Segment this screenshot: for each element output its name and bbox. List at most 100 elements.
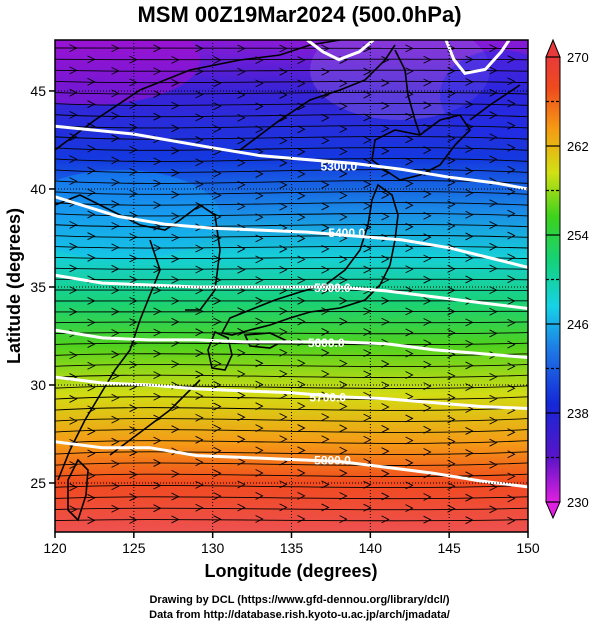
wind-arrow (111, 350, 120, 359)
wind-arrow (381, 255, 390, 263)
height-contour (444, 40, 511, 75)
streamline (55, 353, 528, 357)
wind-arrow (129, 145, 138, 154)
wind-arrow (465, 427, 474, 435)
wind-arrow (363, 413, 372, 422)
height-contour-label: 5300.0 (320, 159, 357, 173)
wind-arrow (255, 359, 264, 368)
wind-arrow (507, 384, 516, 393)
wind-arrow (129, 404, 138, 413)
wind-arrow (405, 504, 414, 513)
wind-arrow (171, 55, 180, 64)
wind-arrow (111, 307, 120, 316)
wind-arrow (339, 402, 348, 411)
wind-arrow (489, 155, 498, 164)
colorbar-tick-label: 246 (567, 317, 589, 332)
wind-arrow (87, 188, 96, 197)
wind-arrow (111, 437, 120, 446)
wind-arrow (405, 44, 414, 53)
wind-arrow (297, 515, 306, 523)
wind-arrow (423, 296, 432, 305)
wind-arrow (507, 362, 516, 371)
wind-arrow (171, 469, 180, 478)
streamline (55, 385, 528, 389)
wind-arrow (87, 166, 96, 175)
wind-arrow (87, 55, 96, 64)
wind-arrow (507, 450, 516, 459)
wind-arrow (279, 245, 288, 253)
wind-arrow (405, 392, 414, 401)
wind-arrow (153, 286, 162, 295)
map-title: MSM 00Z19Mar2024 (500.0hPa) (137, 2, 462, 27)
height-contour-label: 5400.0 (328, 226, 365, 240)
wind-arrow (447, 178, 456, 187)
wind-arrow (507, 77, 516, 86)
wind-arrow (153, 371, 162, 380)
wind-arrow (297, 276, 306, 285)
wind-arrow (507, 187, 516, 196)
wind-arrow (507, 165, 516, 174)
wind-arrow (195, 349, 204, 358)
wind-arrow (153, 459, 162, 467)
wind-arrow (489, 329, 498, 338)
wind-arrow (423, 233, 432, 242)
wind-arrow (423, 493, 432, 501)
wind-arrow (321, 328, 330, 336)
wind-arrow (297, 446, 306, 455)
wind-arrow (321, 480, 330, 489)
wind-arrow (213, 79, 222, 88)
wind-arrow (255, 79, 264, 88)
streamline (55, 267, 528, 270)
streamline (55, 418, 528, 422)
wind-arrow (423, 448, 432, 456)
x-tick-label: 125 (122, 540, 146, 556)
wind-arrow (171, 296, 180, 305)
wind-arrow (129, 101, 138, 109)
wind-arrow (255, 424, 264, 432)
wind-arrow (489, 438, 498, 447)
wind-arrow (237, 90, 246, 99)
wind-arrow (69, 66, 78, 75)
wind-arrow (447, 134, 456, 143)
streamline (55, 485, 528, 489)
wind-arrow (297, 359, 306, 368)
y-tick-label: 35 (30, 279, 46, 295)
wind-arrow (381, 79, 390, 87)
streamline (55, 91, 528, 95)
wind-arrow (129, 448, 138, 457)
wind-arrow (111, 504, 120, 513)
wind-arrow (279, 413, 288, 421)
streamline (55, 102, 528, 106)
wind-arrow (213, 255, 222, 264)
graticule (55, 40, 528, 532)
wind-arrow (339, 125, 348, 133)
wind-arrow (339, 296, 348, 305)
x-tick-label: 120 (43, 540, 67, 556)
wind-arrow (111, 221, 120, 230)
wind-arrow (489, 88, 498, 97)
coast-hokkaido (371, 114, 472, 181)
wind-arrow (507, 121, 516, 130)
wind-arrow (111, 372, 120, 380)
wind-arrow (405, 436, 414, 445)
wind-arrow (507, 253, 516, 262)
wind-arrow (153, 349, 162, 358)
wind-arrow (447, 222, 456, 230)
colorbar: 230 238 246 254 262 270 (545, 38, 589, 520)
wind-arrow (69, 110, 78, 119)
streamline (55, 342, 528, 346)
streamline (55, 462, 528, 466)
wind-arrow (129, 318, 138, 327)
wind-arrow (129, 515, 138, 524)
wind-arrow (447, 482, 456, 491)
wind-arrow (489, 199, 498, 208)
wind-arrow (255, 491, 264, 500)
wind-arrow (237, 370, 246, 378)
wind-arrow (447, 415, 456, 424)
wind-arrow (111, 44, 120, 53)
streamline (55, 407, 528, 411)
wind-arrow (213, 446, 222, 455)
wind-arrow (171, 403, 180, 412)
colorbar-max-arrow (545, 38, 561, 58)
wind-arrow (153, 481, 162, 490)
